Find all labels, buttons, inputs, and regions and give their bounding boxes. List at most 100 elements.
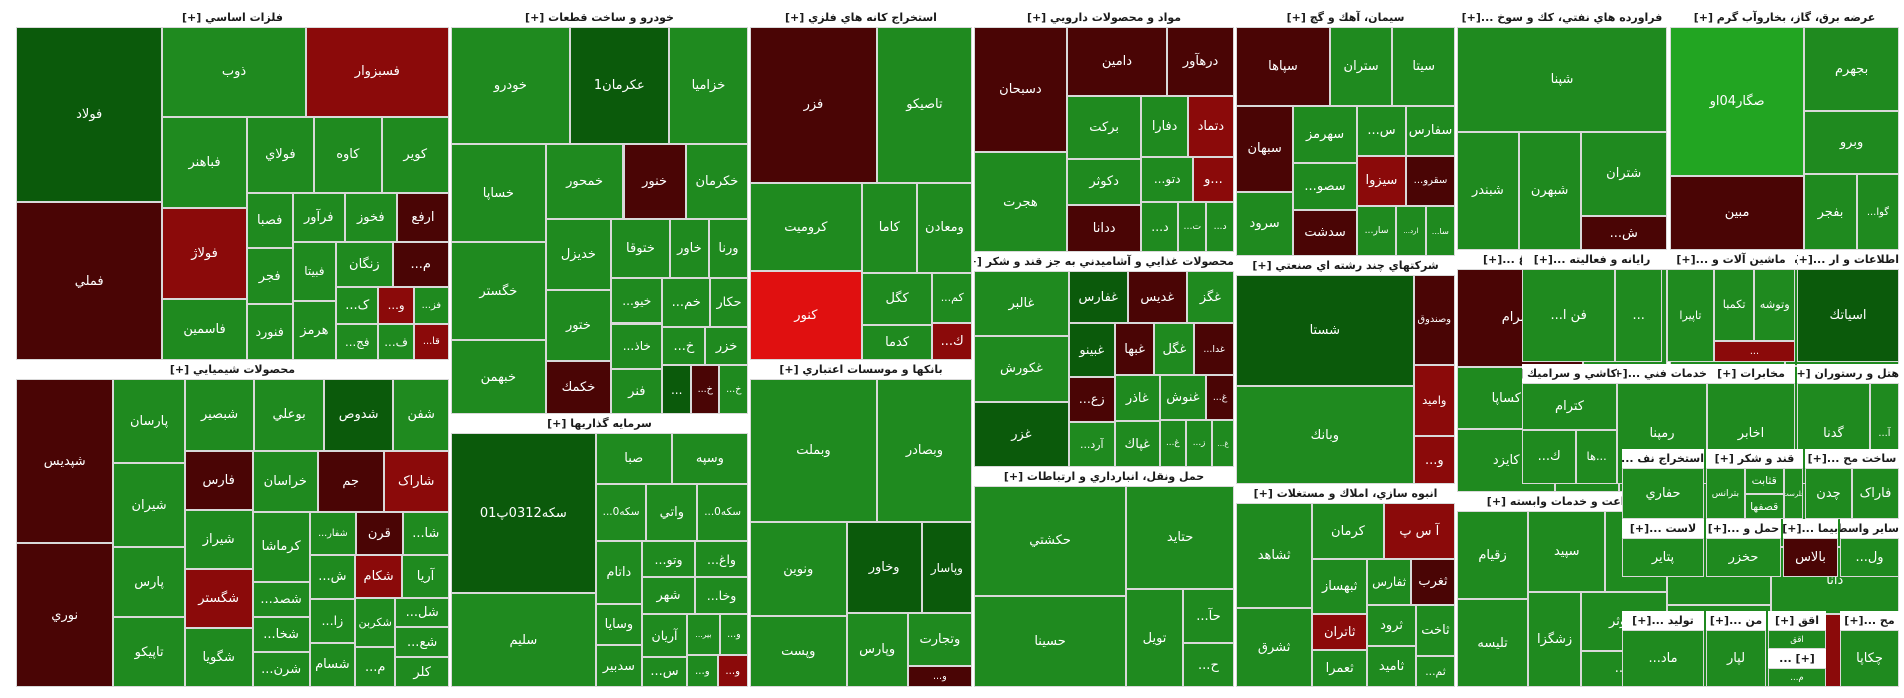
stock-tile[interactable]: فولاژ: [162, 207, 247, 300]
stock-tile[interactable]: جم: [318, 450, 384, 512]
stock-tile[interactable]: وخا...: [695, 577, 748, 614]
sector-header[interactable]: فلزات اساسي [+]: [16, 8, 449, 27]
stock-tile[interactable]: وسايا: [595, 603, 643, 646]
stock-tile[interactable]: وبصادر: [876, 379, 972, 523]
sector-header[interactable]: رايانه و فعاليته ...[+]: [1522, 250, 1662, 269]
stock-tile[interactable]: وصندوق: [1413, 275, 1455, 365]
stock-tile[interactable]: آرد...: [1068, 422, 1115, 467]
stock-tile[interactable]: شستا: [1236, 275, 1414, 387]
stock-tile[interactable]: خساپا: [451, 144, 546, 243]
stock-tile[interactable]: غديس: [1127, 271, 1187, 324]
stock-tile[interactable]: م...: [1768, 668, 1826, 687]
stock-tile[interactable]: ز...: [1185, 419, 1213, 467]
sector-header[interactable]: قند و شكر [+]: [1706, 449, 1803, 468]
stock-tile[interactable]: خديزل: [545, 218, 612, 290]
stock-tile[interactable]: غبها: [1114, 323, 1155, 376]
stock-tile[interactable]: ارفع: [396, 192, 449, 242]
stock-tile[interactable]: شفار...: [309, 511, 357, 555]
stock-tile[interactable]: خم...: [662, 278, 710, 328]
stock-tile[interactable]: تاپيرا: [1667, 269, 1714, 362]
stock-tile[interactable]: خبهمن: [451, 340, 546, 414]
stock-tile[interactable]: زع...: [1068, 377, 1115, 423]
stock-tile[interactable]: فرآور: [292, 192, 345, 242]
stock-tile[interactable]: خكرمان: [685, 144, 748, 219]
stock-tile[interactable]: سپيد: [1528, 511, 1606, 593]
stock-tile[interactable]: تاپيكو: [113, 617, 185, 687]
stock-tile[interactable]: ورنا: [708, 218, 748, 279]
stock-tile[interactable]: شصد...: [252, 581, 310, 617]
stock-tile[interactable]: چدن: [1805, 468, 1852, 519]
stock-tile[interactable]: شيران: [113, 463, 185, 547]
stock-tile[interactable]: شبهرن: [1518, 131, 1581, 250]
stock-tile[interactable]: سهرمز: [1293, 105, 1357, 164]
stock-tile[interactable]: شبندر: [1457, 131, 1519, 250]
stock-tile[interactable]: سپاها: [1236, 27, 1330, 106]
stock-tile[interactable]: صبا: [595, 433, 672, 484]
stock-tile[interactable]: خگستر: [451, 242, 546, 341]
stock-tile[interactable]: كگل: [861, 272, 933, 326]
stock-tile[interactable]: خ...: [662, 327, 706, 366]
stock-tile[interactable]: ول...: [1840, 538, 1899, 577]
stock-tile[interactable]: شخا...: [252, 616, 310, 652]
stock-tile[interactable]: ختوقا: [611, 218, 670, 279]
stock-tile[interactable]: كرومیت: [750, 182, 862, 272]
sector-header[interactable]: هتل و رستوران [+]: [1797, 364, 1899, 383]
stock-tile[interactable]: سدشت: [1293, 209, 1357, 256]
stock-tile[interactable]: فسبزوار: [305, 27, 449, 117]
stock-tile[interactable]: كرمان: [1312, 503, 1384, 560]
stock-tile[interactable]: ...ها: [1576, 429, 1617, 484]
stock-tile[interactable]: سكه0...: [697, 483, 748, 541]
stock-tile[interactable]: قثابت: [1744, 468, 1784, 494]
stock-tile[interactable]: غزر: [974, 401, 1069, 467]
sector-header[interactable]: استخراج كانه هاي فلزي [+]: [750, 8, 972, 27]
stock-tile[interactable]: شپديس: [16, 379, 114, 544]
stock-tile[interactable]: شتران: [1580, 131, 1667, 217]
stock-tile[interactable]: كترام: [1522, 383, 1617, 430]
stock-tile[interactable]: تليسه: [1457, 599, 1529, 687]
sector-header[interactable]: حمل و ...[+]: [1706, 519, 1781, 538]
stock-tile[interactable]: خراسان: [252, 450, 319, 512]
sector-header[interactable]: خودرو و ساخت قطعات [+]: [451, 8, 748, 27]
stock-tile[interactable]: ح...: [1182, 643, 1234, 687]
stock-tile[interactable]: و...: [719, 613, 748, 656]
stock-tile[interactable]: تكمبا: [1713, 269, 1755, 341]
stock-tile[interactable]: س...: [1356, 105, 1406, 156]
stock-tile[interactable]: ثشرق: [1236, 608, 1313, 687]
sector-header[interactable]: توليد ...[+]: [1622, 611, 1704, 630]
stock-tile[interactable]: و...: [378, 287, 414, 324]
stock-tile[interactable]: فصبا: [246, 192, 293, 249]
stock-tile[interactable]: صگار04او: [1670, 27, 1805, 176]
sector-header[interactable]: كاشي و سراميك [+]: [1522, 364, 1617, 383]
stock-tile[interactable]: خمحور: [545, 144, 624, 219]
stock-tile[interactable]: ثم...: [1415, 656, 1455, 687]
stock-tile[interactable]: شگويا: [184, 627, 253, 687]
stock-tile[interactable]: فاسمين: [162, 299, 247, 360]
sector-header[interactable]: خدمات فني ...[+]: [1617, 364, 1707, 383]
stock-tile[interactable]: ماد...: [1622, 630, 1704, 687]
stock-tile[interactable]: ...: [1615, 269, 1662, 362]
stock-tile[interactable]: وبانك: [1236, 386, 1414, 484]
stock-tile[interactable]: درهآور: [1167, 27, 1234, 97]
sector-header[interactable]: سيمان، آهك و گچ [+]: [1236, 8, 1455, 27]
stock-tile[interactable]: ثاتران: [1312, 613, 1368, 651]
sector-header[interactable]: محصولات شيميايي [+]: [16, 360, 449, 379]
stock-tile[interactable]: هجرت: [974, 152, 1067, 252]
stock-tile[interactable]: غگز: [1186, 271, 1234, 324]
stock-tile[interactable]: وسپه: [671, 433, 748, 484]
stock-tile[interactable]: شسام: [309, 642, 356, 687]
stock-tile[interactable]: شبصير: [184, 379, 255, 451]
stock-tile[interactable]: دكوثر: [1066, 158, 1142, 206]
stock-tile[interactable]: حخزر: [1706, 538, 1781, 577]
stock-tile[interactable]: ش...: [309, 554, 356, 599]
stock-tile[interactable]: فج...: [336, 323, 379, 360]
stock-tile[interactable]: شپنا: [1457, 27, 1667, 132]
stock-tile[interactable]: وپاسار: [921, 522, 972, 613]
stock-tile[interactable]: عكرمان1: [569, 27, 669, 145]
stock-tile[interactable]: شيراز: [184, 509, 253, 569]
stock-tile[interactable]: ثبهساز: [1312, 559, 1368, 614]
stock-tile[interactable]: غبينو: [1068, 323, 1115, 378]
stock-tile[interactable]: سفارس: [1405, 105, 1455, 156]
sector-header[interactable]: فراورده هاي نفتي، كك و سوخ ...[+]: [1457, 8, 1667, 27]
stock-tile[interactable]: وتو...: [642, 540, 695, 578]
stock-tile[interactable]: فخوز: [344, 192, 397, 242]
